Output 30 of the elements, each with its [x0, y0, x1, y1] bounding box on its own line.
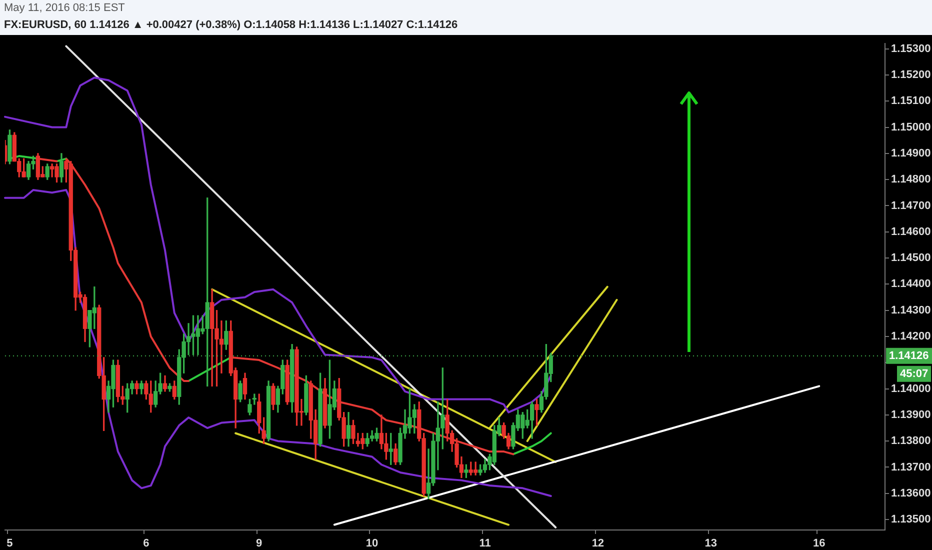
y-tick-label: 1.13900	[891, 408, 931, 421]
x-tick-label: 13	[704, 538, 718, 550]
y-tick-label: 1.15200	[891, 69, 931, 82]
x-tick-label: 9	[256, 538, 262, 550]
x-tick-label: 12	[592, 538, 604, 550]
y-tick-label: 1.14600	[891, 226, 931, 238]
y-tick-label: 1.14700	[891, 200, 931, 212]
y-tick-label: 1.14900	[891, 147, 931, 160]
y-tick-label: 1.15000	[891, 121, 931, 134]
y-tick-label: 1.13500	[891, 514, 931, 526]
y-tick-label: 1.13600	[891, 487, 931, 500]
x-tick-label: 6	[143, 538, 150, 550]
text: 45:07	[900, 368, 928, 380]
y-tick-label: 1.15300	[891, 42, 931, 55]
y-tick-label: 1.14400	[891, 278, 931, 290]
chart-subtitle: May 11, 2016 08:15 EST	[4, 2, 125, 14]
x-tick-label: 11	[479, 538, 491, 550]
chart-title: FX:EURUSD, 60 1.14126 ▲ +0.00427 (+0.38%) O:1.14058 H:1.14136 L:1.14027 C:1.14126	[4, 19, 458, 31]
x-tick-label: 16	[812, 538, 826, 550]
ref-line-label: 1.14126	[889, 350, 929, 362]
y-tick-label: 1.14300	[891, 304, 931, 316]
y-tick-label: 1.14800	[891, 174, 931, 186]
y-tick-label: 1.13800	[891, 435, 931, 448]
x-tick-label: 5	[6, 538, 13, 550]
x-tick-label: 10	[366, 538, 378, 550]
y-tick-label: 1.14000	[891, 382, 931, 395]
y-tick-label: 1.14200	[891, 330, 931, 343]
y-tick-label: 1.14500	[891, 252, 931, 264]
y-tick-label: 1.13700	[891, 461, 931, 474]
y-tick-label: 1.15100	[891, 95, 931, 108]
